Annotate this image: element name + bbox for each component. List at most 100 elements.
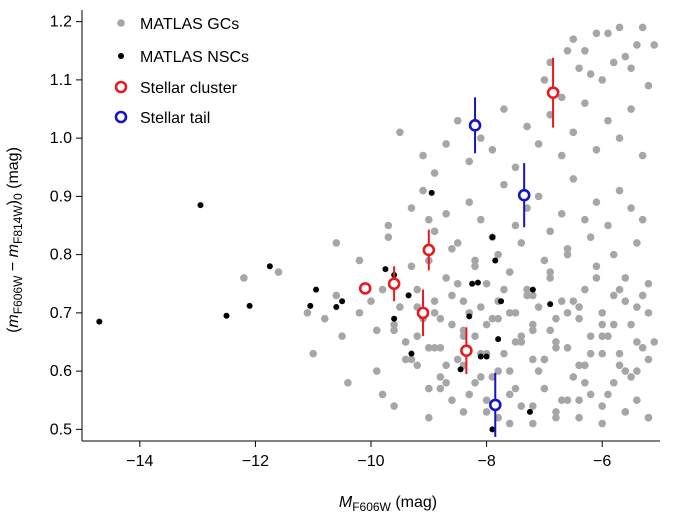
gc-point: [586, 332, 595, 340]
x-label-sub: F606W: [352, 500, 391, 514]
gc-point: [581, 46, 589, 55]
gc-point: [644, 413, 653, 422]
gc-point: [534, 192, 543, 201]
gc-point: [430, 227, 439, 236]
gc-point: [425, 413, 433, 422]
gc-point: [465, 390, 474, 399]
x-tick-label: −6: [593, 453, 611, 470]
stellar-cluster-point: [387, 277, 401, 291]
gc-point: [413, 332, 422, 340]
gc-point: [575, 303, 583, 311]
gc-point: [459, 408, 468, 416]
stellar-cluster-point: [416, 306, 430, 320]
nsc-point: [96, 318, 103, 325]
gc-point: [482, 408, 491, 416]
gc-point: [615, 134, 624, 142]
gc-point: [633, 396, 641, 405]
nsc-point: [313, 286, 320, 293]
gc-point: [609, 291, 618, 300]
gc-point: [401, 338, 410, 346]
gc-point: [615, 186, 624, 195]
gc-point: [563, 244, 572, 253]
gc-point: [592, 262, 601, 271]
gc-point: [546, 326, 554, 335]
nsc-point: [391, 315, 398, 322]
gc-point: [240, 274, 248, 282]
nsc-point: [474, 279, 481, 286]
nsc-point: [223, 312, 230, 319]
legend-nsc-marker: [118, 53, 124, 59]
gc-point: [488, 314, 497, 323]
legend-nsc-label: MATLAS NSCs: [140, 49, 249, 66]
gc-point: [465, 198, 474, 207]
gc-point: [471, 256, 479, 265]
gc-point: [638, 344, 647, 352]
gc-point: [500, 349, 508, 358]
gc-point: [436, 314, 445, 323]
gc-point: [309, 349, 318, 358]
gc-point: [471, 332, 479, 340]
gc-point: [552, 344, 560, 352]
legend-gc-label: MATLAS GCs: [140, 16, 239, 33]
gc-point: [511, 309, 520, 317]
gc-point: [517, 338, 526, 346]
gc-point: [575, 314, 583, 323]
gc-point: [511, 338, 520, 346]
gc-point: [453, 116, 462, 125]
gc-point: [355, 256, 364, 265]
gc-point: [638, 151, 647, 160]
x-ticks: −14 −12 −10 −8 −6: [126, 441, 611, 470]
y-tick-label: 0.7: [50, 305, 72, 322]
gc-point: [592, 274, 601, 282]
gc-point: [442, 210, 450, 218]
gc-point: [500, 180, 508, 189]
gc-point: [436, 373, 445, 381]
gc-point: [430, 169, 439, 177]
nsc-point: [197, 202, 204, 209]
x-axis-label: MF606W (mag): [339, 494, 437, 514]
gc-point: [581, 285, 589, 294]
gc-point: [529, 326, 537, 335]
gc-point: [384, 221, 393, 230]
nsc-point: [492, 257, 499, 264]
gc-point: [529, 419, 537, 428]
gc-point: [540, 355, 549, 364]
stellar-cluster-point: [358, 282, 372, 295]
legend: MATLAS GCs MATLAS NSCs Stellar cluster S…: [114, 16, 249, 127]
nsc-point: [483, 353, 490, 360]
gc-point: [586, 390, 595, 399]
gc-point: [534, 367, 543, 375]
gc-point: [557, 396, 566, 405]
gc-point: [621, 367, 630, 375]
y-tick-label: 0.9: [50, 188, 72, 205]
gc-point: [442, 361, 450, 370]
gc-point: [557, 297, 566, 306]
nsc-point: [408, 350, 415, 357]
gc-point: [552, 408, 560, 416]
gc-point: [604, 221, 612, 230]
gc-point: [627, 105, 635, 113]
gc-point: [517, 239, 526, 247]
nsc-points: [96, 189, 554, 433]
gc-point: [627, 373, 635, 381]
gc-point: [598, 76, 606, 84]
gc-point: [372, 326, 381, 335]
legend-item-cluster: Stellar cluster: [114, 80, 238, 97]
gc-point: [581, 361, 589, 370]
gc-point: [442, 140, 450, 148]
x-tick-label: −8: [477, 453, 495, 470]
gc-point: [500, 285, 508, 294]
gc-point: [407, 262, 416, 271]
gc-point: [425, 384, 433, 393]
nsc-point: [307, 302, 314, 309]
nsc-point: [529, 286, 536, 293]
gc-point: [390, 326, 398, 335]
gc-point: [430, 297, 439, 306]
gc-point: [552, 413, 560, 422]
gc-point: [575, 396, 583, 405]
gc-point: [511, 163, 520, 172]
gc-point: [384, 233, 393, 241]
gc-point: [604, 116, 612, 125]
gc-point: [390, 402, 398, 410]
gc-point: [355, 309, 364, 317]
